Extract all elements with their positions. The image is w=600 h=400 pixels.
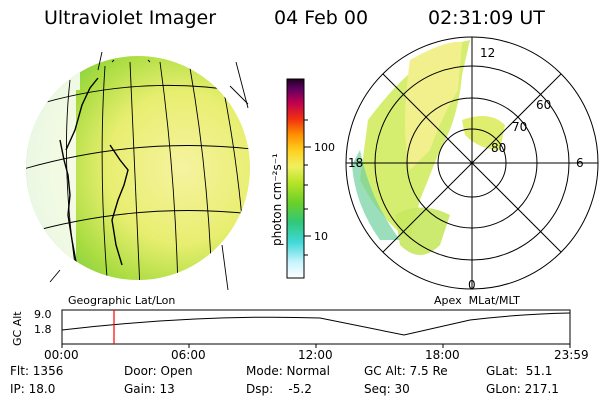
polar-plot: [345, 36, 599, 290]
altitude-plot: [61, 309, 571, 348]
lat-label-70: 70: [512, 120, 528, 134]
y-tick-top: 9.0: [34, 308, 52, 321]
colorbar-unit-label: photon cm⁻²s⁻¹: [270, 153, 284, 246]
x-tick-2359: 23:59: [554, 348, 589, 362]
lat-label-60: 60: [536, 98, 552, 112]
mlt-label-18: 18: [348, 156, 364, 170]
x-tick-0000: 00:00: [44, 348, 79, 362]
x-tick-1800: 18:00: [425, 348, 460, 362]
apex-caption: Apex MLat/MLT: [434, 294, 520, 307]
lat-label-80: 80: [491, 141, 507, 155]
time-label: 02:31:09 UT: [428, 7, 545, 29]
colorbar-tick-100: 100: [314, 141, 335, 154]
instrument-title: Ultraviolet Imager: [44, 7, 217, 29]
info-seq: Seq: 30: [364, 382, 410, 396]
geographic-caption: Geographic Lat/Lon: [68, 294, 176, 307]
info-dsp: Dsp: -5.2: [246, 382, 312, 396]
y-tick-bottom: 1.8: [34, 323, 52, 336]
colorbar-tick-10: 10: [314, 230, 328, 243]
info-glat: GLat: 51.1: [486, 364, 553, 378]
x-tick-0600: 06:00: [171, 348, 206, 362]
info-door: Door: Open: [124, 364, 193, 378]
info-gain: Gain: 13: [124, 382, 175, 396]
info-flt: Flt: 1356: [10, 364, 64, 378]
gc-alt-axis-label: GC Alt: [11, 311, 24, 346]
info-glon: GLon: 217.1: [486, 382, 559, 396]
ultraviolet-earth-image: [26, 51, 250, 291]
date-label: 04 Feb 00: [274, 7, 369, 29]
colorbar: [286, 78, 311, 279]
mlt-label-6: 6: [576, 156, 584, 170]
x-tick-1200: 12:00: [298, 348, 333, 362]
mlt-label-12: 12: [480, 46, 496, 60]
info-mode: Mode: Normal: [246, 364, 330, 378]
info-ip: IP: 18.0: [10, 382, 56, 396]
info-gc-alt: GC Alt: 7.5 Re: [364, 364, 448, 378]
mlt-label-0: 0: [468, 278, 476, 292]
